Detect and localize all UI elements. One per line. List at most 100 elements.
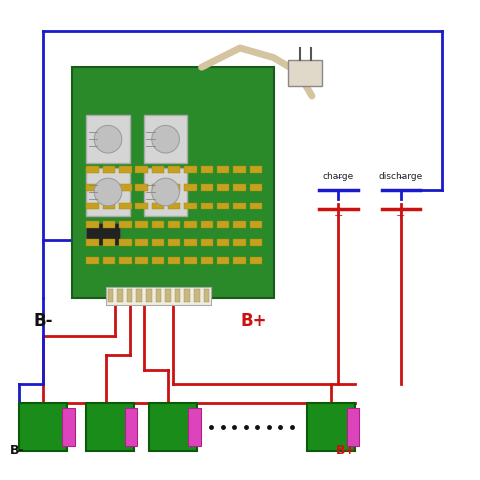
- Bar: [184, 184, 197, 191]
- Bar: [72, 67, 274, 298]
- Bar: [168, 221, 180, 228]
- Bar: [250, 203, 262, 209]
- Bar: [217, 203, 229, 209]
- Bar: [149, 403, 197, 451]
- Circle shape: [152, 178, 180, 206]
- Bar: [127, 289, 132, 302]
- Bar: [86, 166, 99, 173]
- Text: ⁻: ⁻: [397, 174, 404, 187]
- Bar: [184, 289, 190, 302]
- Bar: [184, 203, 197, 209]
- Bar: [119, 257, 132, 264]
- Bar: [168, 239, 180, 246]
- Bar: [168, 166, 180, 173]
- Bar: [184, 221, 197, 228]
- Bar: [201, 203, 213, 209]
- Bar: [135, 257, 148, 264]
- Bar: [201, 184, 213, 191]
- Bar: [233, 221, 246, 228]
- Bar: [152, 239, 164, 246]
- Circle shape: [94, 178, 122, 206]
- Circle shape: [152, 125, 180, 153]
- Bar: [144, 115, 187, 163]
- Bar: [146, 289, 152, 302]
- Bar: [119, 166, 132, 173]
- Text: B-: B-: [10, 444, 24, 456]
- Bar: [233, 257, 246, 264]
- Bar: [135, 184, 148, 191]
- Bar: [184, 166, 197, 173]
- Bar: [135, 221, 148, 228]
- Bar: [135, 239, 148, 246]
- Bar: [86, 223, 120, 245]
- Bar: [165, 289, 171, 302]
- Bar: [103, 203, 115, 209]
- Bar: [103, 184, 115, 191]
- Bar: [201, 239, 213, 246]
- Bar: [144, 168, 187, 216]
- Bar: [135, 166, 148, 173]
- Bar: [194, 289, 200, 302]
- Bar: [86, 115, 130, 163]
- Bar: [119, 184, 132, 191]
- Bar: [204, 289, 209, 302]
- Text: B+: B+: [336, 444, 356, 456]
- Bar: [250, 221, 262, 228]
- Bar: [201, 257, 213, 264]
- Text: charge: charge: [323, 172, 354, 181]
- Bar: [152, 184, 164, 191]
- Bar: [19, 403, 67, 451]
- Text: discharge: discharge: [379, 172, 423, 181]
- Bar: [188, 408, 201, 446]
- Bar: [135, 203, 148, 209]
- Bar: [184, 239, 197, 246]
- Bar: [136, 289, 142, 302]
- Bar: [117, 289, 123, 302]
- Bar: [175, 289, 180, 302]
- Bar: [86, 203, 99, 209]
- Bar: [201, 166, 213, 173]
- Bar: [250, 257, 262, 264]
- Text: B-: B-: [34, 312, 53, 330]
- Bar: [168, 257, 180, 264]
- Bar: [168, 203, 180, 209]
- Bar: [103, 257, 115, 264]
- Bar: [86, 239, 99, 246]
- Bar: [152, 166, 164, 173]
- Bar: [119, 221, 132, 228]
- Bar: [152, 257, 164, 264]
- Text: B+: B+: [240, 312, 266, 330]
- Bar: [347, 408, 359, 446]
- Bar: [152, 203, 164, 209]
- Bar: [250, 239, 262, 246]
- Bar: [62, 408, 75, 446]
- Bar: [217, 257, 229, 264]
- Bar: [152, 221, 164, 228]
- Bar: [108, 289, 113, 302]
- Bar: [103, 239, 115, 246]
- Bar: [86, 221, 99, 228]
- Bar: [217, 221, 229, 228]
- Bar: [119, 239, 132, 246]
- Text: +: +: [396, 211, 406, 221]
- Bar: [125, 408, 137, 446]
- Bar: [86, 257, 99, 264]
- Bar: [201, 221, 213, 228]
- Bar: [103, 221, 115, 228]
- Circle shape: [94, 125, 122, 153]
- Bar: [217, 239, 229, 246]
- Bar: [86, 168, 130, 216]
- Text: ⁻: ⁻: [335, 174, 342, 187]
- Bar: [233, 203, 246, 209]
- Bar: [233, 166, 246, 173]
- Text: +: +: [334, 211, 343, 221]
- Bar: [288, 60, 322, 86]
- Bar: [103, 166, 115, 173]
- Bar: [250, 166, 262, 173]
- Bar: [119, 203, 132, 209]
- Bar: [250, 184, 262, 191]
- Bar: [86, 403, 134, 451]
- Bar: [217, 166, 229, 173]
- Bar: [184, 257, 197, 264]
- Bar: [307, 403, 355, 451]
